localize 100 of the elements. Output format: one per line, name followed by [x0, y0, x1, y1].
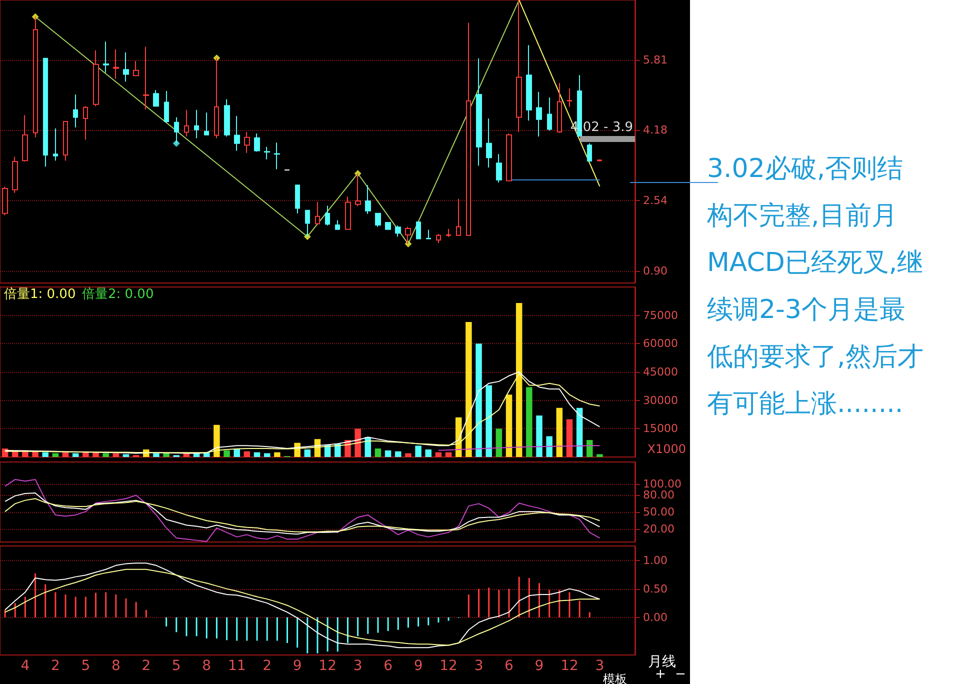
line-series — [4, 492, 600, 535]
bar — [405, 453, 412, 457]
candlestick — [12, 156, 18, 194]
candlestick — [264, 146, 270, 160]
x-tick-label: 2 — [50, 658, 60, 674]
y-tick-label: 0.00 — [643, 610, 668, 624]
x-tick-label: 5 — [172, 658, 181, 674]
bar — [476, 344, 482, 457]
candlestick — [194, 109, 199, 139]
text: 3.02必破,否则结构不完整,目前月MACD已经死叉,继续调2-3个月是最低的要求了,然后才有可能上涨........ — [707, 153, 924, 421]
bar — [82, 452, 89, 457]
candlestick — [53, 128, 58, 162]
candlestick — [315, 201, 320, 224]
y-tick-label: 0.90 — [643, 264, 668, 278]
x-tick-label: 3 — [353, 658, 362, 674]
bar — [52, 453, 59, 457]
x-tick-label: 8 — [202, 658, 212, 674]
x-tick-label: 2 — [262, 658, 272, 674]
candlestick — [466, 22, 471, 236]
bar — [214, 424, 220, 457]
candlestick — [446, 228, 451, 238]
bar — [32, 451, 38, 457]
bar — [435, 452, 442, 457]
y-tick-label: 60000 — [643, 337, 678, 350]
candlestick — [476, 58, 482, 166]
x-tick-label: 6 — [384, 658, 393, 674]
candlestick — [395, 224, 401, 238]
candlestick — [143, 46, 149, 110]
candlestick — [164, 90, 169, 124]
y-tick-label: 15000 — [643, 422, 678, 436]
annotation: 倍量1: 0.00 — [4, 287, 76, 302]
candlestick — [113, 48, 119, 80]
x-tick-label: 5 — [81, 658, 90, 674]
annotation: 倍量2: 0.00 — [82, 287, 154, 302]
bar — [254, 452, 260, 457]
candlestick — [234, 115, 240, 152]
candlestick — [153, 90, 159, 107]
x-tick-label: 12 — [440, 658, 458, 674]
bar — [526, 387, 532, 457]
candlestick — [597, 158, 602, 162]
candlestick — [93, 50, 99, 107]
candlestick — [587, 142, 592, 162]
bar — [274, 452, 280, 457]
candlestick — [123, 52, 129, 82]
bar — [42, 452, 48, 457]
bar — [153, 453, 160, 457]
candlestick — [567, 88, 572, 108]
bar — [264, 453, 270, 457]
bar — [384, 450, 392, 457]
y-tick-label: 45000 — [643, 366, 678, 378]
bar — [395, 451, 402, 457]
bar — [576, 408, 583, 457]
x-tick-label: 12 — [318, 658, 336, 674]
bar — [466, 322, 472, 457]
bar — [102, 453, 109, 457]
y-tick-label: 1.00 — [643, 554, 668, 567]
x-tick-label: 4 — [20, 658, 30, 674]
bar — [566, 419, 573, 457]
candlestick — [496, 154, 502, 184]
bar — [556, 408, 563, 457]
x-tick-label: 8 — [111, 658, 120, 674]
x-tick-label: 6 — [504, 658, 514, 674]
y-tick-label: 80.00 — [643, 488, 674, 502]
bar — [445, 452, 452, 457]
bar — [244, 451, 250, 457]
candlestick — [63, 121, 68, 162]
bar — [486, 385, 492, 457]
candlestick — [456, 198, 461, 236]
bar — [546, 436, 552, 457]
x-tick-label: 3 — [474, 658, 484, 674]
candlestick — [557, 82, 562, 134]
candlestick — [416, 222, 421, 240]
candlestick — [526, 44, 532, 122]
bar — [112, 453, 120, 457]
candlestick — [426, 229, 431, 240]
candlestick — [375, 212, 381, 228]
bar — [596, 454, 603, 457]
line-series — [4, 478, 600, 542]
x-tick-label: 9 — [534, 658, 544, 674]
candlestick — [224, 98, 230, 138]
x-tick-label: 2 — [142, 658, 151, 674]
candlestick — [365, 184, 371, 214]
text: + — [655, 667, 666, 682]
text: − — [675, 667, 686, 682]
bar — [224, 450, 230, 457]
line-series — [4, 498, 600, 532]
candlestick — [43, 58, 48, 168]
x-tick-label: 9 — [414, 658, 423, 674]
bar — [304, 449, 311, 457]
candlestick — [345, 196, 351, 230]
candlestick — [83, 106, 88, 140]
candlestick — [486, 118, 492, 168]
candlestick — [506, 133, 512, 182]
text: 月线 — [648, 654, 676, 670]
candlestick — [274, 142, 280, 170]
candlestick — [73, 94, 78, 128]
y-tick-label: 4.18 — [643, 124, 668, 137]
y-tick-label: 2.54 — [643, 194, 668, 208]
y-tick-label: 75000 — [643, 308, 678, 322]
y-tick-label: 100.00 — [643, 477, 682, 490]
